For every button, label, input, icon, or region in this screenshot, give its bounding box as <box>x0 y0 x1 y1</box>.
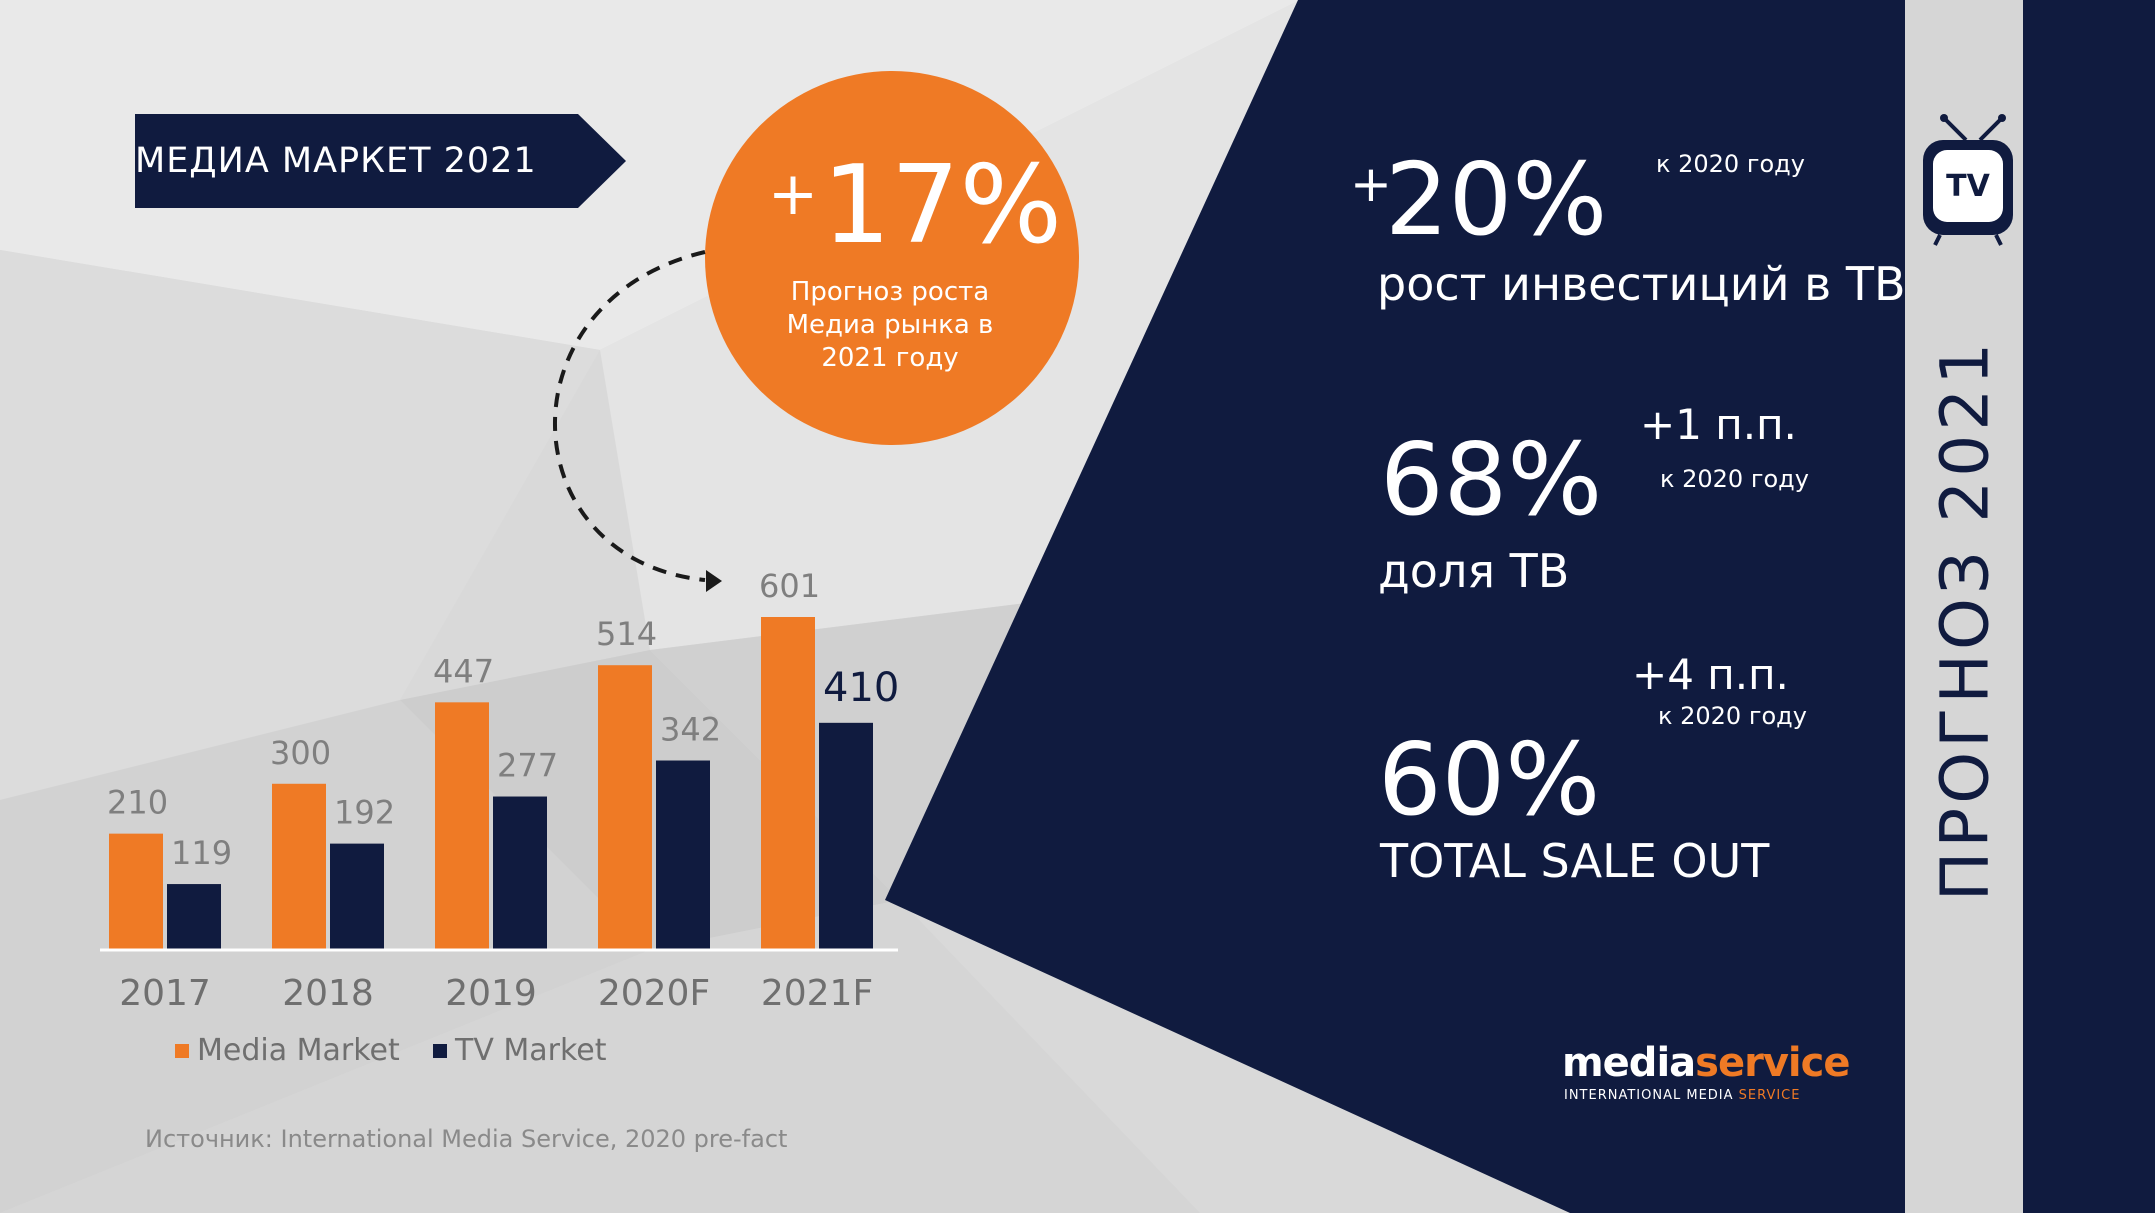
growth-circle <box>705 71 1079 445</box>
data-label: 601 <box>759 567 820 605</box>
legend-swatch <box>175 1044 189 1058</box>
side-title-text: ПРОГНОЗ 2021 <box>1926 338 2004 902</box>
dashed-arrow <box>553 250 706 582</box>
page-title: МЕДИА МАРКЕТ 2021 <box>135 141 537 181</box>
bar-tv-2020F <box>656 760 710 950</box>
data-label: 342 <box>660 711 721 749</box>
stat-saleout-delta: +4 п.п. <box>1632 650 1789 699</box>
bar-media-2021F <box>761 617 815 950</box>
logo-word-media: media <box>1562 1040 1696 1086</box>
title-banner <box>135 114 626 208</box>
x-tick-label: 2017 <box>119 973 211 1014</box>
caption-line: Прогноз роста <box>790 277 990 307</box>
data-label: 277 <box>497 747 558 785</box>
chart-legend: Media Market TV Market <box>175 1033 607 1068</box>
data-label: 192 <box>334 794 395 832</box>
caption-line: 2021 году <box>821 343 959 373</box>
data-label: 119 <box>171 834 232 872</box>
logo-tagline-accent: SERVICE <box>1738 1088 1801 1103</box>
caption-line: Медиа рынка в <box>786 310 994 340</box>
data-label: 447 <box>433 652 494 690</box>
bar-tv-2019 <box>493 796 547 950</box>
growth-value: +17% <box>705 140 1125 260</box>
bar-tv-2021F <box>819 722 873 950</box>
tv-icon: TV <box>1923 114 2013 246</box>
legend-swatch <box>433 1044 447 1058</box>
logo-tagline: INTERNATIONAL MEDIA SERVICE <box>1564 1088 1800 1103</box>
stat-share-value: 68% <box>1380 421 1603 538</box>
x-tick-label: 2019 <box>445 973 537 1014</box>
navy-panel <box>885 0 2155 1213</box>
bar-media-2020F <box>598 665 652 950</box>
data-label: 300 <box>270 734 331 772</box>
stat-invest-plus: + <box>1350 155 1392 213</box>
growth-plus: + <box>767 159 819 229</box>
brand-logo: mediaservice <box>1562 1040 1850 1086</box>
bar-tv-2018 <box>330 843 384 950</box>
growth-caption: Прогноз роста Медиа рынка в 2021 году <box>740 276 1040 375</box>
stat-invest-note: к 2020 году <box>1656 150 1805 178</box>
stat-invest-label: рост инвестиций в ТВ <box>1377 257 1906 311</box>
legend-label: Media Market <box>197 1033 400 1068</box>
source-note: Источник: International Media Service, 2… <box>145 1125 788 1153</box>
stat-saleout-value: 60% <box>1378 721 1601 838</box>
bar-media-2019 <box>435 702 489 950</box>
dashed-arrow-head <box>706 570 722 592</box>
bar-tv-2017 <box>167 884 221 950</box>
data-label: 210 <box>107 784 168 822</box>
logo-tagline-part: INTERNATIONAL MEDIA <box>1564 1088 1739 1103</box>
logo-word-service: service <box>1695 1040 1850 1086</box>
x-tick-label: 2018 <box>282 973 374 1014</box>
data-label: 410 <box>823 665 899 711</box>
growth-percent: 17% <box>822 143 1063 268</box>
bar-media-2017 <box>109 833 163 950</box>
stat-saleout-label: TOTAL SALE OUT <box>1380 834 1770 888</box>
legend-label: TV Market <box>454 1033 607 1068</box>
side-title: ПРОГНОЗ 2021 <box>1905 40 2025 1200</box>
stat-share-delta: +1 п.п. <box>1640 400 1797 449</box>
stat-share-label: доля ТВ <box>1378 544 1570 598</box>
x-tick-label: 2021F <box>761 973 873 1014</box>
stat-share-note: к 2020 году <box>1660 465 1809 493</box>
stat-saleout-note: к 2020 году <box>1658 702 1807 730</box>
x-tick-label: 2020F <box>598 973 710 1014</box>
svg-text:TV: TV <box>1946 169 1990 204</box>
stat-invest-value: 20% <box>1385 141 1608 258</box>
bar-media-2018 <box>272 783 326 950</box>
data-label: 514 <box>596 615 657 653</box>
